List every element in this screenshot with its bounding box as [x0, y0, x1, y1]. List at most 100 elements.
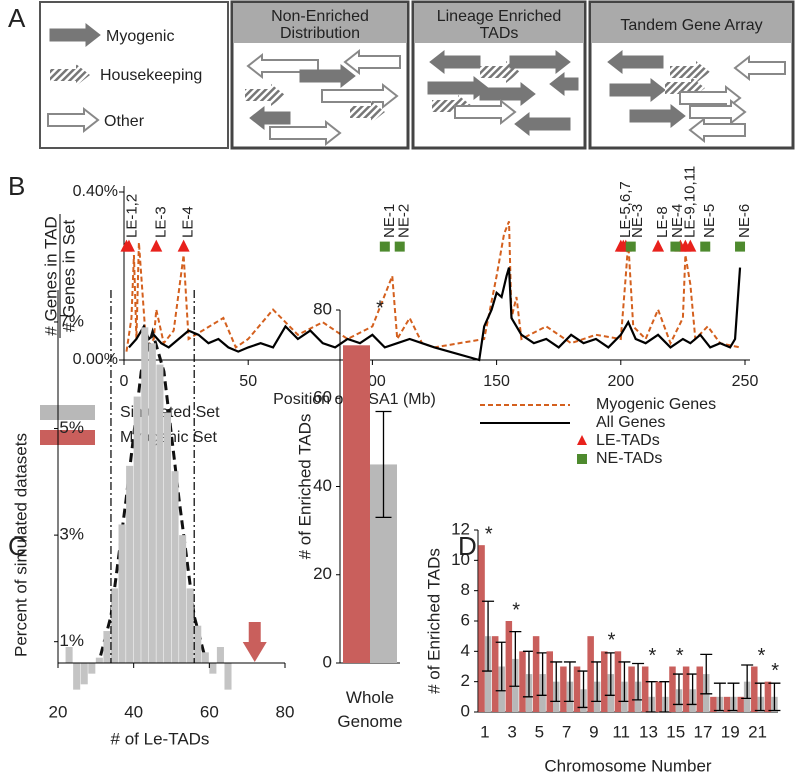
y-tick-label: 80 [313, 299, 332, 318]
y-tick-label: 40 [313, 476, 332, 495]
bar [519, 651, 526, 712]
gene-arrow [479, 81, 536, 107]
legend-swatch [40, 430, 95, 445]
x-tick-label: Whole Genome [337, 688, 403, 731]
gene-arrow [454, 98, 517, 126]
gene-arrow [670, 61, 710, 83]
le-tad-marker [150, 239, 163, 252]
ne-tad-marker [394, 241, 405, 252]
error-bar [375, 410, 392, 519]
y-tick-label: 5% [59, 418, 84, 437]
gene-arrow [299, 63, 356, 89]
gene-arrow [689, 98, 747, 126]
x-tick-label: 17 [694, 722, 713, 741]
bar [587, 636, 594, 712]
significance-mark: * [758, 645, 766, 667]
tad-label: NE-4 [669, 204, 686, 238]
y-tick-label: 3% [59, 525, 84, 544]
bar [484, 636, 492, 712]
histogram-bar [141, 327, 149, 663]
y-tick-label: 4 [461, 641, 470, 660]
gene-arrow [245, 84, 285, 106]
histogram-bar [126, 465, 134, 663]
bar [723, 696, 731, 712]
y-tick-label: 0.00% [73, 351, 118, 368]
le-tad-marker [122, 239, 135, 252]
bar [641, 666, 649, 712]
tad-label: LE-9,10,11 [681, 166, 698, 238]
gene-arrow [509, 49, 571, 75]
gene-arrow [343, 48, 401, 76]
histogram-bar [65, 647, 73, 663]
gene-arrow [429, 49, 481, 75]
gene-arrow [269, 119, 342, 147]
panel-label: D [458, 531, 477, 561]
histogram-bar [133, 396, 141, 663]
histogram-bar [201, 652, 209, 663]
significance-mark: * [485, 523, 493, 545]
gene-arrow [49, 22, 101, 48]
tad-label: NE-2 [396, 204, 413, 238]
bar [628, 666, 635, 712]
error-bar [700, 653, 713, 695]
histogram-bar [80, 663, 88, 685]
gene-arrow [47, 106, 100, 134]
histogram-bar [186, 588, 194, 663]
histogram-bar [103, 631, 111, 663]
x-tick-label: 40 [124, 702, 143, 721]
gene-arrow [321, 82, 399, 110]
le-tad-marker [652, 239, 665, 252]
x-tick-label: 21 [748, 722, 767, 741]
histogram-bar [95, 657, 103, 663]
box-title: Non-Enriched Distribution [271, 8, 369, 42]
y-tick-label: 0 [461, 701, 470, 720]
le-tad-marker [177, 239, 190, 252]
histogram-bar [148, 343, 156, 663]
schematic-header [233, 3, 407, 43]
bar [655, 681, 663, 712]
schematic-header [591, 3, 792, 43]
bar [751, 666, 758, 712]
x-tick-label: 50 [239, 373, 257, 390]
histogram-bar [194, 625, 202, 663]
x-tick-label: 13 [639, 722, 658, 741]
legend-label: LE-TADs [596, 432, 660, 449]
x-tick-label: 3 [507, 722, 516, 741]
bar [532, 636, 540, 712]
x-tick-label: 200 [607, 373, 634, 390]
histogram-bar [156, 364, 164, 663]
significance-mark: * [512, 599, 520, 621]
bar [491, 636, 499, 712]
histogram-bar [88, 663, 96, 674]
ne-tad-marker [670, 241, 681, 252]
gene-arrow [350, 101, 385, 123]
histogram-bar [209, 663, 217, 674]
y-axis-title: # of Enriched TADs [295, 414, 314, 560]
significance-mark: * [676, 645, 684, 667]
y-tick-label: 10 [451, 550, 470, 569]
tad-label: LE-3 [152, 206, 169, 238]
legend-label: NE-TADs [596, 450, 662, 467]
histogram-bar [118, 524, 126, 663]
gene-arrow [249, 105, 291, 131]
histogram-bar [179, 535, 187, 663]
x-tick-label: 150 [483, 373, 510, 390]
y-tick-label: 7% [59, 311, 84, 330]
schematic-header [414, 3, 584, 43]
significance-mark: * [649, 645, 657, 667]
x-tick-label: 60 [200, 702, 219, 721]
x-tick-label: 9 [589, 722, 598, 741]
y-axis-title: # Genes in TAD [41, 216, 60, 335]
gene-arrow [607, 49, 664, 75]
ne-tad-marker [379, 241, 390, 252]
x-tick-label: 15 [666, 722, 685, 741]
panel-label: B [8, 171, 25, 201]
significance-mark: * [376, 298, 384, 320]
tad-label: NE-3 [629, 204, 646, 238]
panel-label: C [8, 531, 27, 561]
tad-label: LE-5,6,7 [617, 181, 634, 238]
error-bar [768, 682, 781, 712]
tad-label: NE-1 [381, 204, 398, 238]
x-tick-label: 80 [276, 702, 295, 721]
